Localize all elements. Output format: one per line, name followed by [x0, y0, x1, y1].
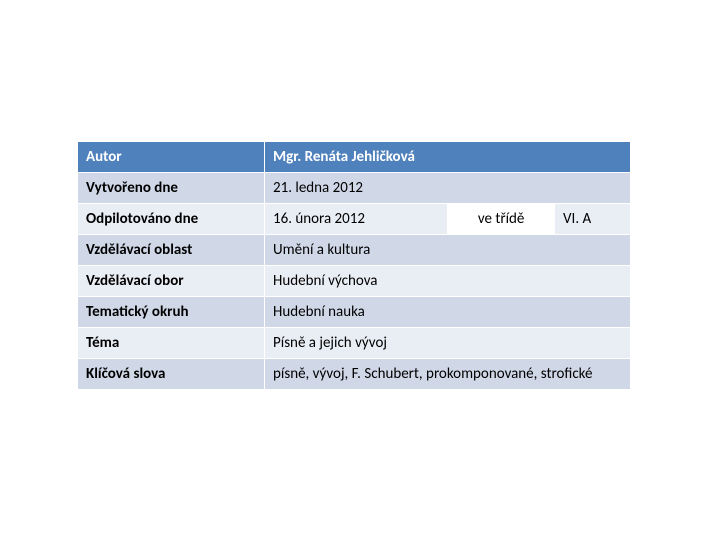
- table-row: Klíčová slova písně, vývoj, F. Schubert,…: [78, 359, 631, 390]
- cell-extra-class-value: VI. A: [555, 204, 631, 235]
- cell-label: Klíčová slova: [78, 359, 265, 390]
- cell-value: 16. února 2012: [265, 204, 448, 235]
- cell-extra-class-label: ve třídě: [448, 204, 555, 235]
- cell-value: Mgr. Renáta Jehličková: [265, 142, 631, 173]
- cell-label: Autor: [78, 142, 265, 173]
- metadata-table: Autor Mgr. Renáta Jehličková Vytvořeno d…: [77, 141, 631, 390]
- table-row: Autor Mgr. Renáta Jehličková: [78, 142, 631, 173]
- table-row: Tematický okruh Hudební nauka: [78, 297, 631, 328]
- table-row: Vzdělávací obor Hudební výchova: [78, 266, 631, 297]
- cell-label: Tematický okruh: [78, 297, 265, 328]
- cell-value: Písně a jejich vývoj: [265, 328, 631, 359]
- cell-label: Téma: [78, 328, 265, 359]
- cell-value: Hudební výchova: [265, 266, 631, 297]
- page: Autor Mgr. Renáta Jehličková Vytvořeno d…: [0, 0, 720, 540]
- cell-value: 21. ledna 2012: [265, 173, 631, 204]
- cell-label: Vzdělávací obor: [78, 266, 265, 297]
- cell-value: Umění a kultura: [265, 235, 631, 266]
- cell-value: Hudební nauka: [265, 297, 631, 328]
- cell-label: Vzdělávací oblast: [78, 235, 265, 266]
- cell-label: Vytvořeno dne: [78, 173, 265, 204]
- table-row: Vzdělávací oblast Umění a kultura: [78, 235, 631, 266]
- table-row: Odpilotováno dne 16. února 2012 ve třídě…: [78, 204, 631, 235]
- table-row: Vytvořeno dne 21. ledna 2012: [78, 173, 631, 204]
- table-row: Téma Písně a jejich vývoj: [78, 328, 631, 359]
- cell-value: písně, vývoj, F. Schubert, prokomponovan…: [265, 359, 631, 390]
- cell-label: Odpilotováno dne: [78, 204, 265, 235]
